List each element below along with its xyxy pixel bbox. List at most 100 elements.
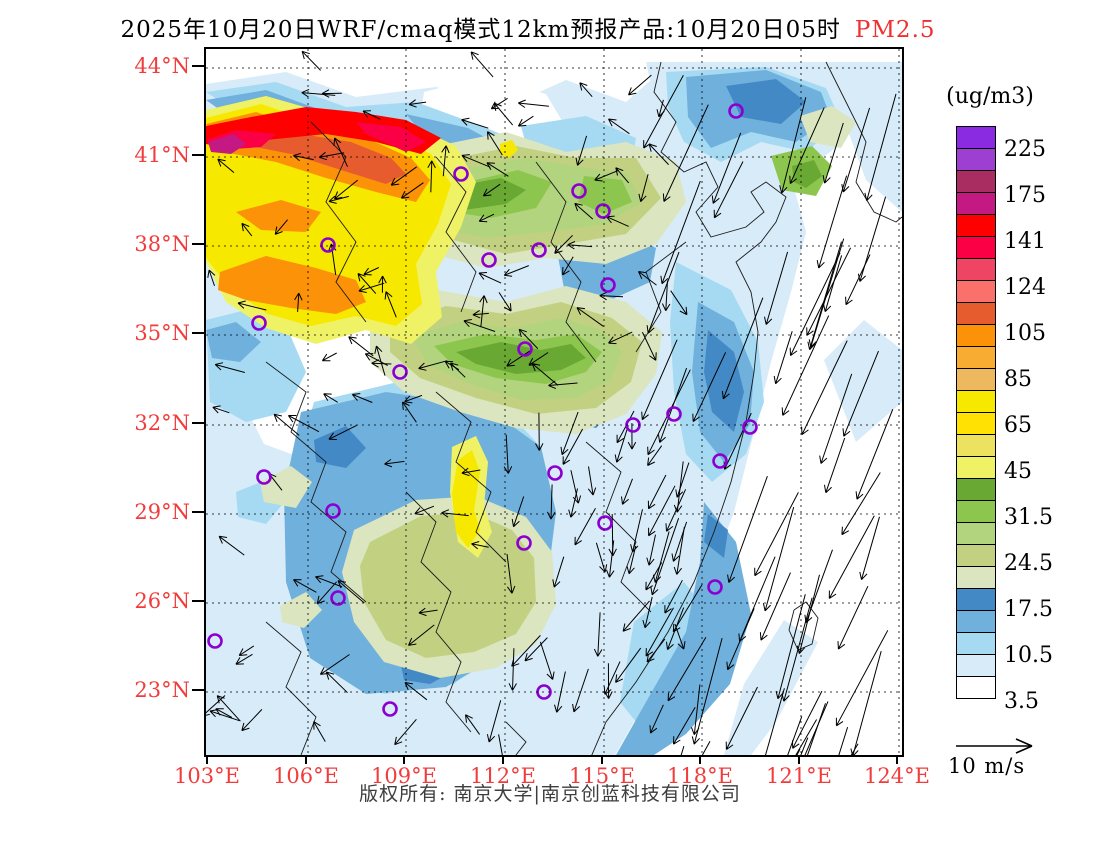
wind-arrow [691, 637, 723, 745]
wind-arrow [804, 701, 829, 755]
station-marker [325, 503, 341, 519]
legend-value-label: 175 [1004, 183, 1046, 208]
wind-arrow [626, 545, 637, 575]
wind-arrow [801, 340, 848, 436]
wind-arrow [498, 734, 503, 755]
wind-arrow [318, 151, 345, 161]
wind-arrow [535, 412, 544, 451]
station-marker [256, 469, 272, 485]
legend-value-label: 24.5 [1004, 551, 1053, 576]
wind-arrow [506, 553, 516, 594]
wind-arrow [506, 349, 532, 367]
wind-arrow [850, 650, 882, 755]
pm25-region [578, 176, 632, 214]
wind-arrow [560, 411, 579, 456]
colorbar [956, 126, 996, 699]
wind-arrow [824, 437, 846, 494]
legend-color-swatch [956, 192, 996, 215]
lat-axis-label: 29°N [134, 500, 190, 524]
lon-axis-tick [305, 755, 307, 764]
station-marker [547, 465, 563, 481]
wind-arrow [358, 282, 385, 293]
wind-arrow [408, 624, 435, 646]
legend-value-label: 141 [1004, 229, 1046, 254]
wind-arrow [661, 280, 671, 312]
wind-arrow [614, 425, 629, 463]
lat-axis-tick [192, 422, 204, 424]
wind-arrow [238, 645, 255, 656]
lon-axis-label: 112°E [470, 764, 536, 788]
wind-arrow [570, 470, 582, 504]
wind-arrow [293, 152, 314, 162]
station-marker [392, 364, 408, 380]
legend-color-swatch [956, 588, 996, 611]
legend-color-swatch [956, 654, 996, 677]
wind-arrow [362, 110, 381, 120]
lon-axis-tick [896, 755, 898, 764]
station-marker [516, 535, 532, 551]
wind-arrow [554, 234, 573, 254]
boundary-line [265, 621, 317, 755]
wind-arrow [524, 637, 548, 662]
pm25-region [452, 450, 480, 548]
wind-arrow [319, 654, 350, 675]
legend-color-swatch [956, 566, 996, 589]
wind-arrow [593, 612, 603, 657]
wind-arrow [789, 252, 841, 357]
wind-arrow [217, 158, 235, 173]
boundary-line [505, 721, 527, 755]
wind-arrow [796, 748, 801, 755]
lat-axis-tick [192, 600, 204, 602]
legend-color-swatch [956, 258, 996, 281]
wind-arrow [511, 496, 525, 528]
wind-arrow [579, 82, 593, 98]
wind-arrow [214, 362, 245, 373]
boundary-line [788, 601, 819, 651]
wind-arrow [621, 478, 633, 505]
wind-arrow [648, 485, 676, 537]
wind-arrow [845, 254, 871, 306]
wind-arrow [503, 434, 513, 474]
wind-arrow [828, 515, 875, 599]
forecast-map [206, 49, 902, 755]
wind-arrow [441, 509, 469, 518]
pm25-region [792, 160, 822, 188]
wind-arrow [315, 575, 343, 588]
wind-arrow [804, 549, 833, 624]
lon-axis-label: 121°E [766, 764, 832, 788]
pm25-region [704, 330, 744, 432]
wind-arrow [692, 352, 727, 422]
wind-arrow [615, 647, 642, 683]
legend-color-swatch [956, 368, 996, 391]
legend-color-swatch [956, 478, 996, 501]
legend-color-swatch [956, 214, 996, 237]
wind-arrow [471, 541, 489, 550]
legend-color-swatch [956, 280, 996, 303]
legend-color-swatch [956, 302, 996, 325]
lon-axis-label: 115°E [569, 764, 635, 788]
pm25-region [356, 122, 426, 152]
boundary-line [435, 391, 507, 563]
station-marker [207, 633, 223, 649]
wind-arrow [301, 88, 336, 98]
copyright-text: 版权所有: 南京大学|南京创蓝科技有限公司 [359, 783, 741, 805]
wind-arrow [518, 328, 539, 349]
wind-arrow [363, 267, 380, 276]
pm25-region [800, 106, 856, 148]
wind-arrow [241, 222, 253, 237]
wind-arrow [645, 562, 663, 591]
wind-arrow [444, 360, 460, 371]
wind-arrow [528, 352, 549, 366]
wind-arrow [364, 353, 388, 366]
station-marker [330, 590, 346, 606]
wind-reference-arrow-icon [956, 738, 1033, 754]
pm25-region [206, 322, 261, 362]
wind-arrow [646, 534, 656, 566]
wind-arrow [673, 461, 684, 513]
wind-arrow [754, 492, 799, 577]
wind-arrow [408, 99, 427, 108]
legend-color-swatch [956, 236, 996, 259]
wind-arrow [503, 265, 529, 277]
legend-color-swatch [956, 126, 996, 149]
wind-arrow [574, 508, 596, 546]
